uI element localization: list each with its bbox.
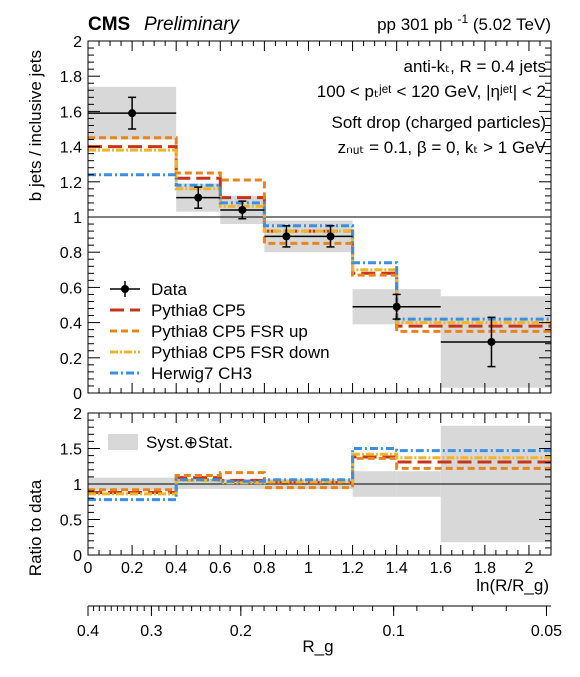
legend-data-marker <box>121 285 129 293</box>
data-point <box>326 232 335 241</box>
ratio-xtick-label: 2 <box>524 560 533 577</box>
svg-text:pp 301 pb -1 (5.0: pp 301 pb -1 (5.02 TeV) <box>377 12 551 34</box>
rg-axis: 0.4 0.3 0.2 0.1 0.05 <box>77 605 562 640</box>
main-ytick-label: 1.6 <box>60 104 82 121</box>
softdrop-title-annotation: Soft drop (charged particles) <box>332 113 547 132</box>
legend-data-label: Data <box>151 280 187 299</box>
legend-label-herwig: Herwig7 CH3 <box>151 364 252 383</box>
ratio-plot: 0 0.2 0.4 0.6 0.8 1 1.2 1.4 1.6 1.8 2 0 0.5 1 1.5 2 <box>60 406 552 577</box>
ratio-legend: Syst.⊕Stat. <box>108 433 233 452</box>
ratio-series-fsr_up <box>88 456 551 492</box>
main-ytick-label: 1.4 <box>60 140 82 157</box>
main-ytick-label: 0.4 <box>60 316 82 333</box>
rg-tick-label: 0.05 <box>531 623 562 640</box>
main-ytick-label: 0.8 <box>60 245 82 262</box>
legend-label-fsr_up: Pythia8 CP5 FSR up <box>151 322 308 341</box>
rg-tick-label: 0.2 <box>230 623 252 640</box>
lumi-label: pp 301 pb -1 (5.02 TeV) <box>377 12 551 34</box>
ratio-ytick-label: 0.5 <box>60 513 82 530</box>
jet-def-annotation: anti-kₜ, R = 0.4 jets <box>404 57 547 76</box>
ratio-xtick-label: 0.6 <box>209 560 231 577</box>
legend-label-cp5: Pythia8 CP5 <box>151 301 246 320</box>
rg-tick-label: 0.4 <box>77 623 99 640</box>
main-ytick-label: 0 <box>73 386 82 403</box>
softdrop-params-annotation: zₙᵤₜ = 0.1, β = 0, kₜ > 1 GeV <box>338 138 547 157</box>
main-plot: 0 0.2 0.4 0.6 0.8 1 1.2 1.4 1.6 1.8 2 <box>60 34 552 403</box>
main-ytick-label: 1.2 <box>60 175 82 192</box>
experiment-label: CMS <box>88 14 130 35</box>
ratio-ylabel: Ratio to data <box>26 479 45 576</box>
main-ytick-label: 1.8 <box>60 69 82 86</box>
legend-band-swatch <box>108 434 138 450</box>
ratio-series-cp5 <box>88 455 551 494</box>
data-point <box>392 302 401 311</box>
main-ytick-label: 1 <box>73 210 82 227</box>
lumi-sup: -1 <box>457 12 468 26</box>
ratio-xtick-label: 1 <box>304 560 313 577</box>
data-point <box>282 232 291 241</box>
data-point <box>194 193 203 202</box>
main-ytick-label: 0.2 <box>60 351 82 368</box>
ratio-ytick-label: 0 <box>73 548 82 565</box>
ratio-xtick-label: 0 <box>84 560 93 577</box>
ratio-xtick-label: 1.2 <box>341 560 363 577</box>
main-ytick-label: 2 <box>73 34 82 51</box>
data-point <box>487 337 496 346</box>
lumi-suffix: (5.02 TeV) <box>473 15 551 34</box>
ratio-xtick-label: 1.4 <box>386 560 408 577</box>
main-legend: Data Pythia8 CP5 Pythia8 CP5 FSR up Pythia8… <box>110 280 330 383</box>
lnr-xlabel: ln(R/R_g) <box>476 576 549 595</box>
rg-tick-label: 0.3 <box>140 623 162 640</box>
legend-label-fsr_down: Pythia8 CP5 FSR down <box>151 343 330 362</box>
status-label: Preliminary <box>144 14 241 35</box>
legend-band-label: Syst.⊕Stat. <box>146 433 233 452</box>
ratio-xtick-label: 1.8 <box>474 560 496 577</box>
ratio-ytick-label: 1.5 <box>60 442 82 459</box>
rg-tick-label: 0.1 <box>383 623 405 640</box>
ratio-xtick-label: 0.4 <box>165 560 187 577</box>
data-point <box>128 109 137 118</box>
pt-cut-annotation: 100 < pₜʲᵉᵗ < 120 GeV, |ηʲᵉᵗ| < 2 <box>317 82 546 101</box>
ratio-ytick-label: 1 <box>73 477 82 494</box>
ratio-xtick-label: 0.2 <box>121 560 143 577</box>
rg-xlabel: R_g <box>302 637 333 656</box>
ratio-ytick-label: 2 <box>73 406 82 423</box>
ratio-xtick-label: 0.8 <box>253 560 275 577</box>
lumi-prefix: pp 301 pb <box>377 15 453 34</box>
ratio-xtick-label: 1.6 <box>430 560 452 577</box>
ratio-series-herwig <box>88 447 551 502</box>
main-ylabel: b jets / inclusive jets <box>26 50 45 201</box>
data-point <box>238 205 247 214</box>
main-ytick-label: 0.6 <box>60 280 82 297</box>
